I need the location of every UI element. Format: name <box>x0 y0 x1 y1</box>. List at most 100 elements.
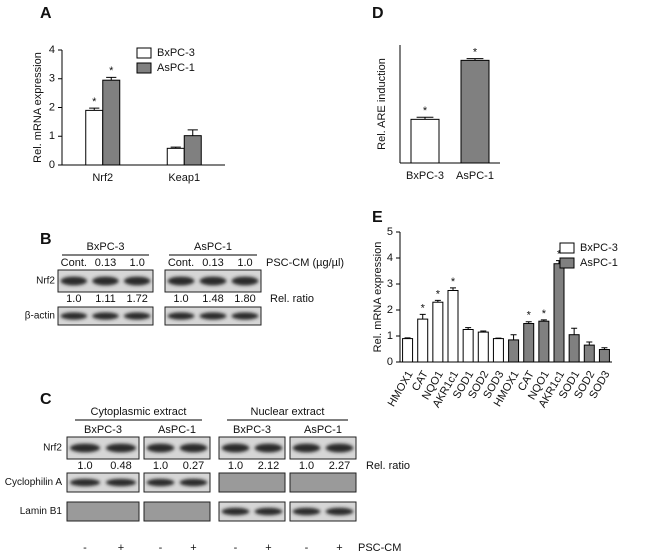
error-bar <box>416 116 434 120</box>
legend-swatch <box>136 47 152 59</box>
bar <box>166 147 185 166</box>
row-label: Lamin B1 <box>20 506 63 517</box>
significance: * <box>557 249 562 261</box>
ratio-value: 2.12 <box>258 460 279 472</box>
bar <box>417 318 429 363</box>
blot-band <box>199 276 227 286</box>
error-bar <box>187 129 198 136</box>
significance: * <box>542 308 547 320</box>
blot-band <box>199 312 227 320</box>
significance: * <box>421 302 426 314</box>
legend-swatch <box>559 257 575 269</box>
blot-band <box>167 276 195 286</box>
blot-band <box>179 443 208 453</box>
bar <box>402 338 414 363</box>
blot-box <box>143 436 211 460</box>
ratio-value: 1.80 <box>234 293 255 305</box>
error-bar <box>89 107 100 111</box>
blot-band <box>123 276 151 286</box>
lane-label: + <box>336 542 342 554</box>
y-tick-label: 4 <box>49 44 55 56</box>
group-label: BxPC-3 <box>87 241 125 253</box>
y-tick-label: 4 <box>387 252 393 264</box>
treatment-label: PSC-CM (µg/µl) <box>266 257 344 269</box>
group-label: AsPC-1 <box>194 241 232 253</box>
ratio-value: 1.72 <box>126 293 147 305</box>
panel-letter: E <box>372 209 383 226</box>
lane-label: + <box>190 542 196 554</box>
error-bar <box>434 299 441 303</box>
bar <box>583 344 595 363</box>
error-bar <box>510 334 517 340</box>
blot-band <box>292 443 321 453</box>
blot-band <box>69 478 101 487</box>
blot-box <box>289 501 357 522</box>
error-bar <box>571 327 578 335</box>
bar <box>460 59 490 164</box>
legend-label: BxPC-3 <box>157 47 195 59</box>
blot-band <box>254 443 283 453</box>
bar <box>477 331 489 363</box>
blot-band <box>60 312 88 320</box>
ratio-value: 1.11 <box>95 293 116 305</box>
blot-band <box>105 478 137 487</box>
bar <box>102 79 121 166</box>
bar <box>85 109 104 166</box>
blot-box <box>218 472 286 493</box>
y-tick-label: 3 <box>387 278 393 290</box>
blot-band <box>325 443 354 453</box>
bar <box>410 118 440 164</box>
ratio-label: Rel. ratio <box>270 293 314 305</box>
bar <box>447 290 459 363</box>
y-tick-label: 3 <box>49 73 55 85</box>
lane-label: 0.13 <box>202 257 223 269</box>
error-bar <box>404 337 411 339</box>
bar <box>432 301 444 363</box>
ratio-value: 1.0 <box>228 460 243 472</box>
panel-letter: B <box>40 231 52 248</box>
panel-letter: C <box>40 391 52 408</box>
bar <box>462 329 474 363</box>
blot-box <box>218 436 286 460</box>
x-tick-label: Nrf2 <box>92 172 113 184</box>
lane-label: 1.0 <box>130 257 145 269</box>
row-label: β-actin <box>25 311 55 322</box>
y-tick-label: 0 <box>49 159 55 171</box>
x-tick-label: AsPC-1 <box>456 170 494 182</box>
y-tick-label: 5 <box>387 226 393 238</box>
group-label: BxPC-3 <box>84 424 122 436</box>
blot-band <box>325 507 354 516</box>
blot-band <box>221 443 250 453</box>
lane-label: - <box>234 542 238 554</box>
error-bar <box>419 313 426 320</box>
error-bar <box>495 337 502 339</box>
lane-label: - <box>83 542 87 554</box>
significance: * <box>527 310 532 322</box>
blot-band <box>123 312 151 320</box>
legend-label: AsPC-1 <box>157 62 195 74</box>
blot-box <box>66 436 140 460</box>
bar <box>568 334 580 363</box>
blot-box <box>143 501 211 522</box>
lane-label: - <box>159 542 163 554</box>
x-tick-label: BxPC-3 <box>406 170 444 182</box>
panel-letter: A <box>40 5 52 22</box>
blot-box <box>218 501 286 522</box>
ratio-value: 0.48 <box>110 460 131 472</box>
significance: * <box>473 46 478 58</box>
legend-label: BxPC-3 <box>580 242 618 254</box>
legend-swatch <box>136 62 152 74</box>
blot-box <box>66 472 140 493</box>
legend-swatch <box>559 242 575 254</box>
blot-band <box>167 312 195 320</box>
error-bar <box>525 321 532 324</box>
blot-box <box>289 472 357 493</box>
blot-box <box>143 472 211 493</box>
y-tick-label: 2 <box>387 304 393 316</box>
bar <box>523 323 535 363</box>
blot-band <box>60 276 88 286</box>
blot-band <box>92 276 119 286</box>
ratio-value: 1.0 <box>77 460 92 472</box>
lane-label: Cont. <box>168 257 194 269</box>
